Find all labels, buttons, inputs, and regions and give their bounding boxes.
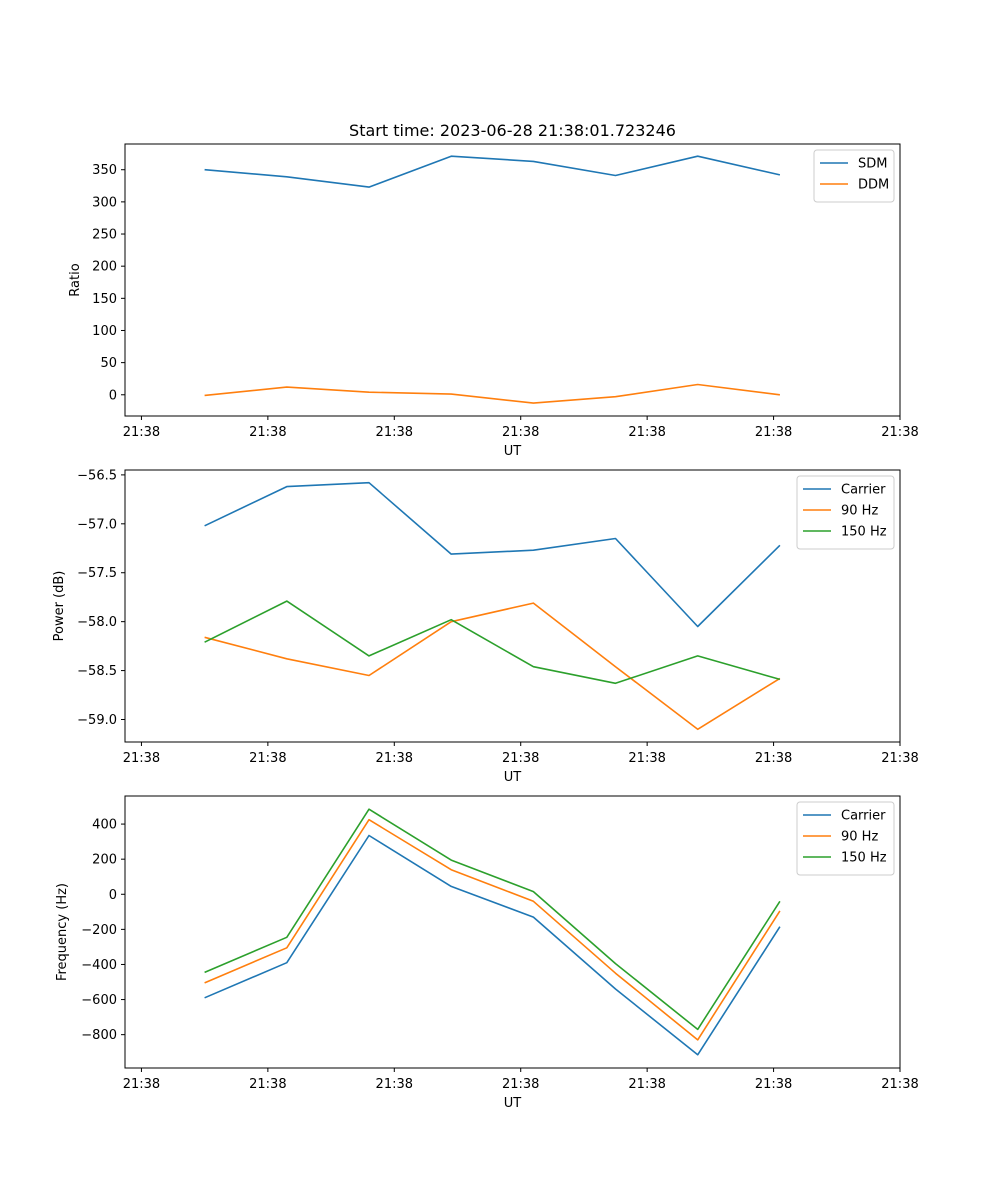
x-tick-label: 21:38	[376, 425, 413, 440]
series-line-150-hz	[204, 600, 781, 685]
legend-entry: 150 Hz	[841, 525, 887, 540]
x-tick-label: 21:38	[881, 425, 918, 440]
y-axis-label: Power (dB)	[52, 571, 67, 642]
series-line-carrier	[204, 834, 781, 1056]
legend-entry: 90 Hz	[841, 504, 878, 519]
series-line-ddm	[204, 383, 780, 404]
x-tick-label: 21:38	[123, 751, 160, 766]
y-tick-label: −57.0	[77, 517, 117, 532]
y-tick-label: −600	[81, 993, 117, 1008]
series-line-carrier	[204, 481, 781, 628]
series-line-90-hz	[204, 818, 781, 1041]
y-tick-label: 50	[100, 356, 117, 371]
chart-panel-1: 21:3821:3821:3821:3821:3821:3821:3821:39…	[68, 143, 919, 459]
x-tick-label: 21:38	[628, 425, 665, 440]
y-tick-label: −57.5	[77, 566, 117, 581]
x-tick-label: 21:38	[502, 751, 539, 766]
axes-frame	[124, 143, 901, 417]
x-tick-label: 21:38	[249, 751, 286, 766]
x-tick-label: 21:38	[123, 1077, 160, 1092]
x-tick-label: 21:38	[881, 1077, 918, 1092]
x-tick-label: 21:38	[881, 751, 918, 766]
x-tick-label: 21:38	[755, 751, 792, 766]
x-tick-label: 21:38	[249, 1077, 286, 1092]
y-tick-label: −58.5	[77, 664, 117, 679]
legend: SDM DDM	[813, 149, 895, 203]
y-tick-label: −59.0	[77, 713, 117, 728]
x-axis-label: UT	[504, 770, 522, 785]
legend-entry: SDM	[858, 157, 887, 172]
y-tick-label: −400	[81, 958, 117, 973]
axes-frame	[124, 795, 901, 1069]
legend-entry: DDM	[858, 178, 889, 193]
legend-entry: Carrier	[841, 809, 886, 824]
x-tick-label: 21:38	[755, 1077, 792, 1092]
y-tick-label: 350	[92, 163, 117, 178]
y-tick-label: 400	[92, 818, 117, 833]
x-axis-label: UT	[504, 444, 522, 459]
y-tick-label: 300	[92, 195, 117, 210]
x-tick-label: 21:38	[755, 425, 792, 440]
y-tick-label: 150	[92, 292, 117, 307]
legend: Carrier 90 Hz 150 Hz	[796, 475, 895, 550]
y-axis-label: Ratio	[68, 263, 83, 296]
y-axis-label: Frequency (Hz)	[55, 883, 70, 981]
y-tick-label: −58.0	[77, 615, 117, 630]
y-tick-label: 250	[92, 228, 117, 243]
legend-entry: Carrier	[841, 483, 886, 498]
legend: Carrier 90 Hz 150 Hz	[796, 801, 895, 876]
y-tick-label: −200	[81, 923, 117, 938]
x-tick-label: 21:38	[628, 1077, 665, 1092]
x-tick-label: 21:38	[249, 425, 286, 440]
chart-title: Start time: 2023-06-28 21:38:01.723246	[349, 121, 676, 140]
y-tick-label: 200	[92, 853, 117, 868]
y-tick-label: −56.5	[77, 468, 117, 483]
x-tick-label: 21:38	[502, 1077, 539, 1092]
legend-entry: 150 Hz	[841, 851, 887, 866]
x-tick-label: 21:38	[376, 1077, 413, 1092]
x-tick-label: 21:38	[123, 425, 160, 440]
series-line-150-hz	[204, 808, 781, 1031]
y-tick-label: 0	[109, 888, 117, 903]
y-tick-label: 200	[92, 260, 117, 275]
legend-entry: 90 Hz	[841, 830, 878, 845]
x-tick-label: 21:38	[376, 751, 413, 766]
axes-frame	[124, 469, 901, 743]
chart-panel-2: 21:3821:3821:3821:3821:3821:3821:3821:39…	[52, 468, 919, 785]
series-line-90-hz	[204, 602, 781, 731]
series-line-sdm	[204, 155, 781, 188]
x-axis-label: UT	[504, 1096, 522, 1111]
x-tick-label: 21:38	[502, 425, 539, 440]
y-tick-label: 0	[109, 388, 117, 403]
chart-panel-3: 21:3821:3821:3821:3821:3821:3821:3821:39…	[55, 795, 919, 1111]
y-tick-label: 100	[92, 324, 117, 339]
y-tick-label: −800	[81, 1028, 117, 1043]
x-tick-label: 21:38	[628, 751, 665, 766]
